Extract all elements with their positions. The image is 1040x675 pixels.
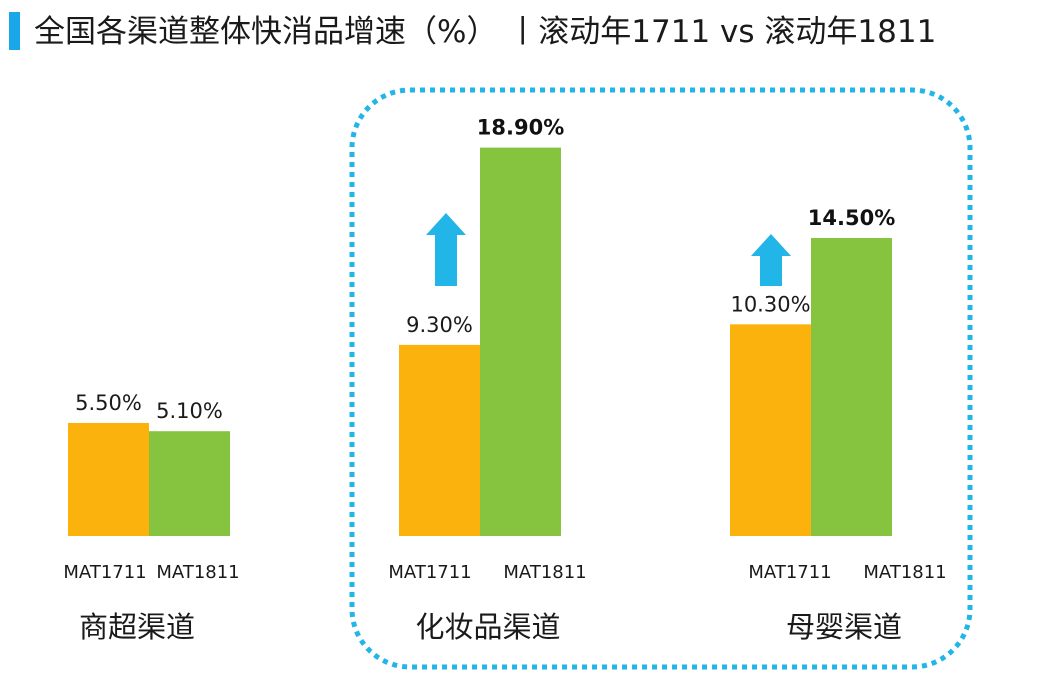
x-tick-label: MAT1711	[388, 562, 471, 583]
x-tick-label: MAT1711	[63, 562, 146, 583]
x-tick-label: MAT1811	[503, 562, 586, 583]
data-label: 5.10%	[156, 399, 223, 423]
group-label: 商超渠道	[79, 610, 195, 644]
bar-mat1711	[399, 344, 480, 536]
highlight-frame	[349, 87, 973, 670]
title-accent-bar	[9, 12, 20, 50]
data-label: 18.90%	[477, 116, 564, 140]
data-label: 14.50%	[808, 206, 895, 230]
x-tick-label: MAT1811	[863, 562, 946, 583]
data-label: 10.30%	[730, 292, 810, 316]
up-arrow-icon	[426, 213, 466, 286]
bar-mat1711	[68, 422, 149, 536]
up-arrow-icon	[751, 234, 791, 286]
chart-title: 全国各渠道整体快消品增速（%） 丨滚动年1711 vs 滚动年1811	[34, 14, 936, 50]
group-label: 化妆品渠道	[415, 610, 560, 644]
bar-mat1711	[730, 324, 811, 536]
bar-mat1811	[480, 147, 561, 537]
group-label: 母婴渠道	[786, 610, 902, 644]
data-label: 9.30%	[406, 313, 473, 337]
x-tick-label: MAT1811	[156, 562, 239, 583]
x-tick-label: MAT1711	[748, 562, 831, 583]
bar-mat1811	[149, 431, 230, 536]
bar-mat1811	[811, 238, 892, 536]
data-label: 5.50%	[75, 391, 142, 415]
